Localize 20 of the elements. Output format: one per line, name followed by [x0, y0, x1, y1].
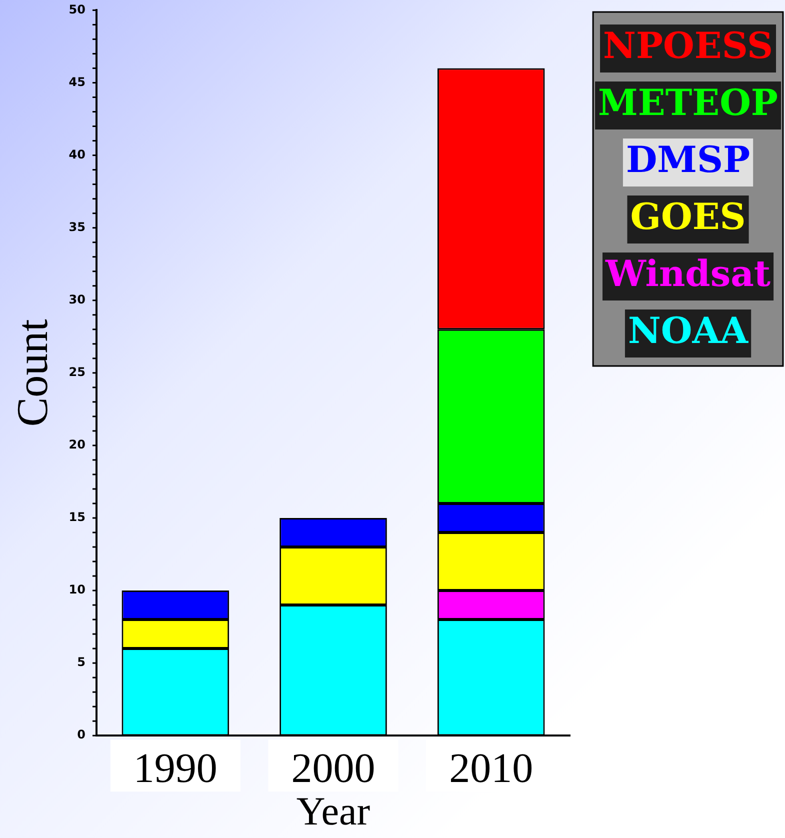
- y-tick-label: 25: [68, 365, 86, 380]
- y-tick-label: 15: [68, 510, 86, 524]
- y-axis-title: Count: [8, 319, 57, 427]
- y-tick-label: 5: [77, 655, 86, 670]
- y-tick-label: 35: [68, 220, 86, 234]
- x-tick-label: 1990: [133, 746, 218, 792]
- y-tick-label: 20: [68, 438, 86, 452]
- text: METEOP: [598, 82, 778, 124]
- y-tick-label: 0: [77, 728, 86, 742]
- y-tick-label: 50: [68, 2, 86, 16]
- x-tick-label: 2010: [449, 746, 534, 792]
- text: DMSP: [626, 138, 750, 181]
- series-label: NPOESS: [603, 24, 774, 67]
- text: NOAA: [628, 310, 750, 352]
- text: Windsat: [604, 252, 771, 295]
- text: GOES: [630, 196, 746, 238]
- y-tick-label: 30: [68, 292, 86, 306]
- y-tick-label: 40: [68, 147, 86, 162]
- y-tick-label: 10: [68, 582, 86, 597]
- y-tick-label: 45: [68, 74, 86, 89]
